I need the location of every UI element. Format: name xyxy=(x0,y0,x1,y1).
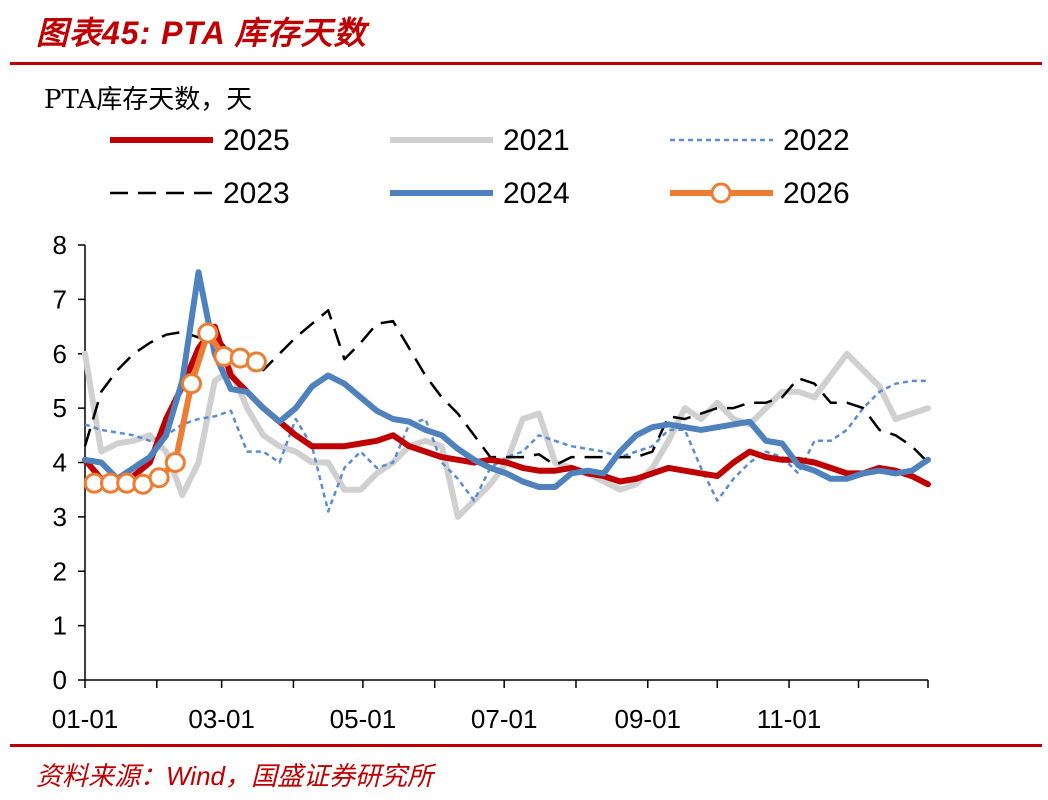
legend-label-2024: 2024 xyxy=(503,177,570,210)
source-note: 资料来源：Wind，国盛证券研究所 xyxy=(36,761,434,791)
y-axis-label: PTA库存天数，天 xyxy=(44,85,252,115)
series-point-2026 xyxy=(148,467,170,489)
legend-label-2023: 2023 xyxy=(223,177,290,210)
y-tick-label: 8 xyxy=(53,230,67,260)
figure-title: 图表45: PTA 库存天数 xyxy=(36,15,367,51)
y-tick-label: 1 xyxy=(53,611,67,641)
y-tick-label: 4 xyxy=(53,448,67,478)
legend-label-2021: 2021 xyxy=(503,124,570,157)
y-tick-label: 5 xyxy=(53,393,67,423)
x-tick-label: 09-01 xyxy=(615,704,682,734)
y-tick-label: 7 xyxy=(53,284,67,314)
x-tick-label: 05-01 xyxy=(330,704,397,734)
y-tick-label: 3 xyxy=(53,502,67,532)
header-divider xyxy=(10,62,1042,65)
footer-divider xyxy=(10,744,1042,747)
series-line-2024 xyxy=(82,269,931,490)
x-tick-label: 01-01 xyxy=(52,704,119,734)
series-line-2022 xyxy=(84,379,928,513)
series-point-2026 xyxy=(181,373,203,395)
y-tick-label: 0 xyxy=(53,665,67,695)
y-tick-label: 2 xyxy=(53,556,67,586)
series-point-2026 xyxy=(245,351,267,373)
y-tick-label: 6 xyxy=(53,339,67,369)
series-point-2026 xyxy=(164,452,186,473)
x-tick-label: 03-01 xyxy=(188,704,255,734)
x-tick-label: 07-01 xyxy=(471,704,538,734)
legend-label-2022: 2022 xyxy=(783,124,850,157)
x-tick-label: 11-01 xyxy=(757,704,822,734)
legend-label-2026: 2026 xyxy=(783,177,850,210)
legend-marker-2026 xyxy=(710,182,732,204)
legend-label-2025: 2025 xyxy=(223,124,290,157)
series-point-2026 xyxy=(197,322,219,344)
